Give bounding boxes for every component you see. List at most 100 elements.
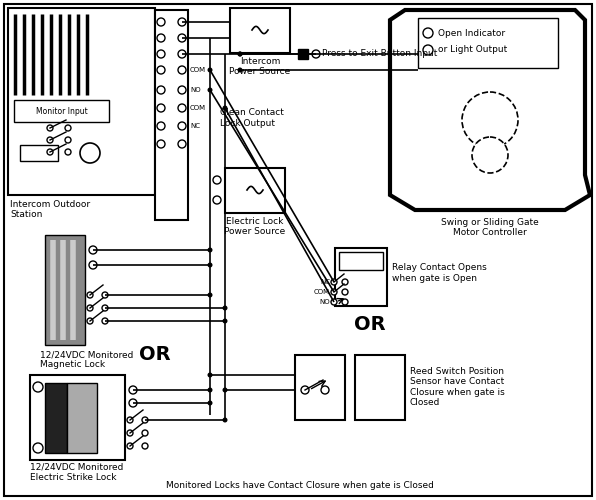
Circle shape [222,106,228,110]
Text: OR: OR [354,316,386,334]
Text: COM: COM [190,67,206,73]
Bar [20,145,58,161]
Circle shape [207,88,213,92]
Bar [295,355,345,420]
Bar [298,49,308,59]
Circle shape [342,299,348,305]
Circle shape [127,443,133,449]
Circle shape [127,430,133,436]
Text: Monitored Locks have Contact Closure when gate is Closed: Monitored Locks have Contact Closure whe… [166,482,434,490]
Circle shape [178,18,186,26]
Text: Swing or Sliding Gate
Motor Controller: Swing or Sliding Gate Motor Controller [441,218,539,238]
Text: 12/24VDC Monitored
Electric Strike Lock: 12/24VDC Monitored Electric Strike Lock [30,463,123,482]
Text: NC: NC [320,279,330,285]
Bar [14,100,109,122]
Text: Intercom Outdoor
Station: Intercom Outdoor Station [10,200,90,220]
Circle shape [342,279,348,285]
Bar [67,383,97,453]
Circle shape [47,137,53,143]
Circle shape [207,292,213,298]
Text: Electric Lock
Power Source: Electric Lock Power Source [224,217,285,236]
Circle shape [127,417,133,423]
Circle shape [65,137,71,143]
Circle shape [157,104,165,112]
Circle shape [207,372,213,378]
Circle shape [178,122,186,130]
Circle shape [222,388,228,392]
Bar [155,10,188,220]
Circle shape [178,34,186,42]
Text: NC: NC [190,123,200,129]
Circle shape [342,289,348,295]
Circle shape [142,443,148,449]
Circle shape [87,292,93,298]
Circle shape [142,430,148,436]
Circle shape [301,386,309,394]
Circle shape [237,52,243,57]
Circle shape [237,52,243,57]
Text: Intercom
Power Source: Intercom Power Source [229,57,291,76]
Bar [30,375,125,460]
Circle shape [472,137,508,173]
Circle shape [178,66,186,74]
Text: Relay Contact Opens
when gate is Open: Relay Contact Opens when gate is Open [392,264,487,282]
Circle shape [129,386,137,394]
Circle shape [157,86,165,94]
Circle shape [87,318,93,324]
Circle shape [207,248,213,252]
Circle shape [178,86,186,94]
Bar [418,18,558,68]
Circle shape [129,399,137,407]
Circle shape [89,261,97,269]
Circle shape [178,140,186,148]
Circle shape [312,50,320,58]
Circle shape [87,305,93,311]
Circle shape [33,443,43,453]
Text: Reed Switch Position
Sensor have Contact
Closure when gate is
Closed: Reed Switch Position Sensor have Contact… [410,367,505,407]
Text: 12/24VDC Monitored
Magnetic Lock: 12/24VDC Monitored Magnetic Lock [40,350,134,370]
Bar [230,8,290,53]
Text: COM: COM [190,105,206,111]
Circle shape [65,149,71,155]
Text: COM: COM [314,289,330,295]
Bar [45,383,67,453]
Circle shape [207,68,213,72]
Bar [8,8,155,195]
Circle shape [237,68,243,72]
Circle shape [157,34,165,42]
Circle shape [102,305,108,311]
Circle shape [207,388,213,392]
Circle shape [178,104,186,112]
Circle shape [157,122,165,130]
Circle shape [157,50,165,58]
Bar [335,248,387,306]
Text: Press to Exit Button Input: Press to Exit Button Input [322,50,437,58]
Text: Open Indicator: Open Indicator [438,28,505,38]
Circle shape [102,318,108,324]
Circle shape [331,299,337,305]
Circle shape [157,140,165,148]
Polygon shape [390,10,590,210]
Circle shape [157,66,165,74]
Circle shape [207,400,213,406]
Circle shape [331,279,337,285]
Circle shape [207,262,213,268]
Text: Clean Contact
Lock Output: Clean Contact Lock Output [220,108,284,128]
Circle shape [157,18,165,26]
Circle shape [222,418,228,422]
Text: OR: OR [139,346,171,364]
Circle shape [65,125,71,131]
Circle shape [213,196,221,204]
Bar [45,235,85,345]
Text: or Light Output: or Light Output [438,46,507,54]
Bar [225,168,285,213]
Circle shape [423,45,433,55]
Circle shape [321,386,329,394]
Circle shape [47,125,53,131]
Circle shape [102,292,108,298]
Text: NO: NO [190,87,201,93]
Circle shape [89,246,97,254]
Circle shape [47,149,53,155]
Circle shape [178,50,186,58]
Circle shape [423,28,433,38]
